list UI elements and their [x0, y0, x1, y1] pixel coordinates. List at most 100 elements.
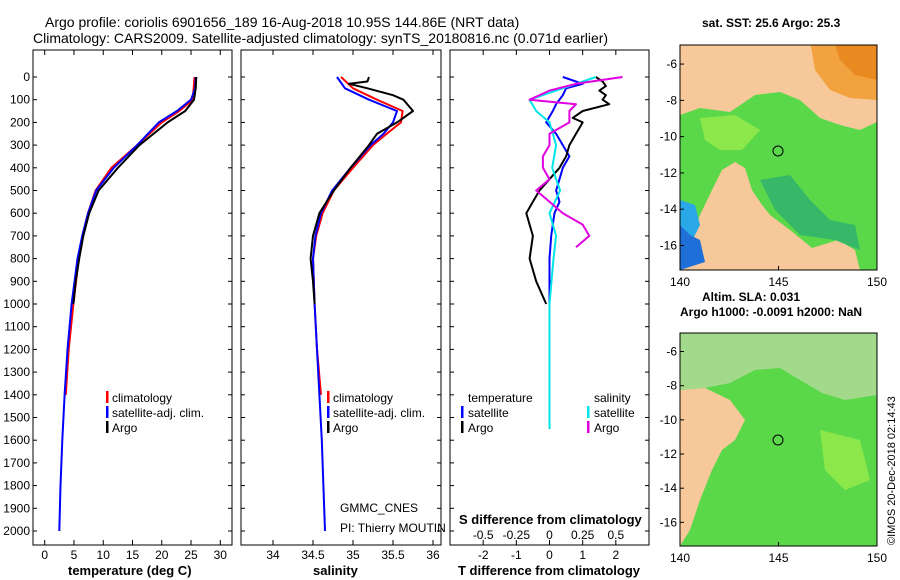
temperature-x-label: temperature (deg C)	[68, 563, 192, 578]
sst-map	[680, 45, 877, 270]
depth-tick-label: 100	[10, 93, 30, 107]
map-y-tick-label: -8	[666, 379, 677, 393]
argo-location-marker	[772, 434, 784, 446]
depth-tick-label: 1100	[4, 320, 30, 334]
depth-tick-label: 800	[10, 252, 30, 266]
map-y-tick-label: -8	[666, 93, 677, 107]
depth-tick-label: 300	[10, 138, 30, 152]
map-y-tick-label: -6	[666, 57, 677, 71]
map-y-tick-label: -16	[660, 515, 678, 529]
depth-tick-label: 1300	[3, 365, 30, 379]
map-y-tick-label: -14	[660, 202, 678, 216]
sst-map-ticks: 140 145 150 -6 -8 -10 -12 -14 -16	[660, 57, 888, 289]
annotation-cnes: GMMC_CNES	[340, 501, 418, 515]
depth-tick-label: 1600	[3, 433, 30, 447]
legend-climatology: climatology	[112, 391, 172, 405]
legend-argo: Argo	[112, 421, 138, 435]
depth-tick-label: 500	[10, 184, 30, 198]
temperature-legend: climatology satellite-adj. clim. Argo	[106, 391, 204, 435]
depth-tick-label: 1500	[3, 411, 30, 425]
legend-temp-satellite: satellite	[468, 406, 509, 420]
map-y-tick-label: -14	[660, 481, 678, 495]
x-tick-label: 15	[126, 548, 140, 562]
x-tick-label: 34.5	[301, 548, 325, 562]
depth-axis-labels: 0 100 200 300 400 500 600 700 800 900 1000 1100 1200…	[3, 70, 30, 538]
x-tick-label: 1	[579, 548, 586, 562]
legend-sal-argo: Argo	[594, 421, 620, 435]
map-y-tick-label: -10	[660, 413, 678, 427]
s-tick-label: 0.25	[571, 528, 595, 542]
argo-location-marker	[772, 145, 784, 157]
depth-tick-label: 1700	[3, 456, 30, 470]
map-y-tick-label: -16	[660, 238, 678, 252]
title-line-2: Climatology: CARS2009. Satellite-adjuste…	[33, 30, 608, 46]
difference-series	[525, 76, 623, 429]
salinity-x-label: salinity	[313, 563, 359, 578]
series-climatology	[64, 76, 196, 395]
difference-legend: temperature satellite Argo salinity sate…	[461, 391, 635, 435]
salinity-plot-frame	[240, 49, 442, 546]
depth-tick-label: 2000	[3, 524, 30, 538]
s-tick-label: 0.5	[607, 528, 624, 542]
title-line-1: Argo profile: coriolis 6901656_189 16-Au…	[45, 14, 519, 30]
map-y-tick-label: -6	[666, 345, 677, 359]
difference-x-ticks: -2 -1 0 1 2	[478, 50, 619, 562]
temperature-plot-frame	[32, 49, 233, 546]
map-x-tick-label: 145	[768, 275, 788, 289]
legend-climatology: climatology	[333, 391, 393, 405]
difference-salinity-ticks: -0.5 -0.25 0 0.25 0.5	[473, 528, 625, 542]
s-tick-label: 0	[546, 528, 553, 542]
sst-map-title: sat. SST: 25.6 Argo: 25.3	[702, 16, 841, 30]
depth-tick-label: 1900	[3, 501, 30, 515]
salinity-legend: climatology satellite-adj. clim. Argo GM…	[327, 391, 446, 535]
x-tick-label: 5	[71, 548, 78, 562]
depth-tick-label: 400	[10, 161, 30, 175]
x-tick-label: 0	[546, 548, 553, 562]
legend-temperature-title: temperature	[468, 391, 533, 405]
map-x-tick-label: 140	[670, 275, 690, 289]
sla-map	[680, 333, 877, 546]
difference-x-label-top: S difference from climatology	[459, 512, 643, 527]
x-tick-label: 35.5	[381, 548, 405, 562]
legend-sal-satellite: satellite	[594, 406, 635, 420]
legend-satellite: satellite-adj. clim.	[333, 406, 425, 420]
series-argo	[309, 76, 414, 305]
legend-temp-argo: Argo	[468, 421, 494, 435]
legend-satellite: satellite-adj. clim.	[112, 406, 204, 420]
x-tick-label: 10	[97, 548, 111, 562]
map-y-tick-label: -12	[660, 447, 678, 461]
temperature-x-ticks: 0 5 10 15 20 25 30	[41, 50, 227, 562]
x-tick-label: 36	[426, 548, 440, 562]
legend-salinity-title: salinity	[594, 391, 631, 405]
map-x-tick-label: 140	[670, 551, 690, 565]
sla-map-title-1: Altim. SLA: 0.031	[702, 290, 800, 304]
sla-map-title-2: Argo h1000: -0.0091 h2000: NaN	[680, 305, 862, 319]
sla-map-ticks: 140 145 150 -6 -8 -10 -12 -14 -16	[660, 345, 888, 565]
depth-tick-label: 600	[10, 206, 30, 220]
series-satellite-adj-clim-	[312, 76, 398, 532]
depth-tick-label: 1800	[3, 479, 30, 493]
x-tick-label: 25	[184, 548, 198, 562]
x-tick-label: 0	[41, 548, 48, 562]
x-tick-label: 20	[155, 548, 169, 562]
series-satellite-adj-clim-	[58, 76, 197, 532]
x-tick-label: 30	[214, 548, 228, 562]
map-x-tick-label: 150	[867, 275, 887, 289]
map-x-tick-label: 145	[768, 551, 788, 565]
difference-x-label: T difference from climatology	[458, 563, 641, 578]
depth-tick-label: 200	[10, 115, 30, 129]
depth-tick-label: 1400	[3, 388, 30, 402]
annotation-pi: PI: Thierry MOUTIN	[340, 521, 446, 535]
x-tick-label: -1	[511, 548, 522, 562]
map-x-tick-label: 150	[867, 551, 887, 565]
x-tick-label: 2	[612, 548, 619, 562]
x-tick-label: 35	[346, 548, 360, 562]
series-temperature-argo	[525, 76, 611, 305]
depth-tick-label: 0	[23, 70, 30, 84]
credit-text: ©IMOS 20-Dec-2018 02:14:43	[886, 396, 898, 545]
salinity-series	[309, 76, 414, 532]
x-tick-label: 34	[266, 548, 280, 562]
map-y-tick-label: -12	[660, 166, 678, 180]
series-salinity-argo	[528, 76, 623, 249]
